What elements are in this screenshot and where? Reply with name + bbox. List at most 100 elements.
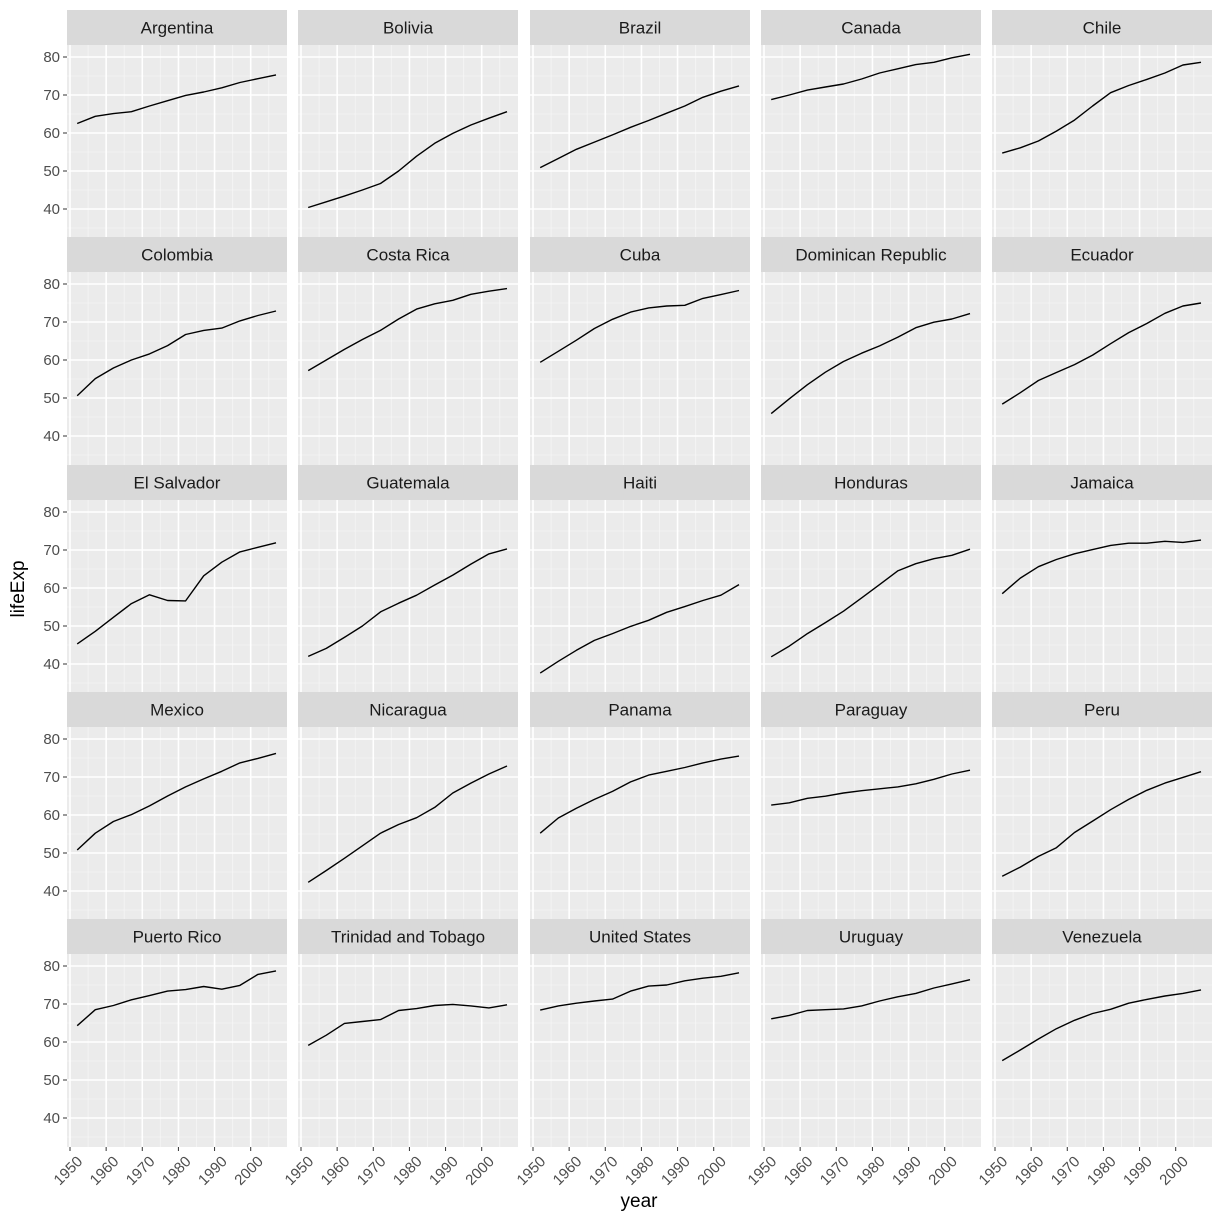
x-tick-label: 1960: [318, 1153, 354, 1189]
x-tick-label: 2000: [694, 1153, 730, 1189]
series-line: [76, 542, 277, 645]
facet-strip: [67, 919, 287, 954]
x-tick-label: 1950: [514, 1153, 550, 1189]
facet-strip: [298, 692, 518, 727]
y-tick-label: 40: [43, 428, 60, 445]
facet-panel: Peru: [992, 692, 1212, 920]
facet-strip-label: Venezuela: [1062, 928, 1142, 947]
series-line: [307, 111, 508, 209]
series-line: [771, 53, 971, 101]
y-tick-label: 60: [43, 807, 60, 824]
facet-strip-label: Nicaragua: [369, 701, 447, 720]
facet-strip: [992, 237, 1212, 272]
x-tick-label: 1990: [426, 1153, 462, 1189]
series-line: [1001, 989, 1202, 1062]
x-tick-label: 1990: [1120, 1153, 1156, 1189]
series-line: [307, 287, 508, 372]
x-tick-label: 1980: [622, 1153, 658, 1189]
facet-strip-label: Argentina: [141, 19, 214, 38]
facet-strip-label: Peru: [1084, 701, 1120, 720]
facet-strip: [761, 237, 981, 272]
x-tick-label: 1970: [817, 1153, 853, 1189]
x-axis-title: year: [621, 1191, 659, 1212]
y-tick-label: 80: [43, 958, 60, 975]
series-line: [307, 765, 508, 883]
facet-panel: Bolivia: [298, 10, 518, 238]
x-tick-label: 1970: [354, 1153, 390, 1189]
x-tick-label: 1950: [51, 1153, 87, 1189]
y-tick-label: 60: [43, 352, 60, 369]
facet-strip: [761, 10, 981, 45]
x-tick-label: 1960: [1012, 1153, 1048, 1189]
series-line: [771, 979, 971, 1020]
facet-strip-label: Uruguay: [839, 928, 904, 947]
x-tick-label: 1960: [781, 1153, 817, 1189]
y-tick-label: 50: [43, 390, 60, 407]
facet-strip: [761, 692, 981, 727]
y-tick-label: 60: [43, 125, 60, 142]
facet-panel: Nicaragua: [298, 692, 518, 920]
series-line: [539, 289, 740, 363]
y-tick-label: 80: [43, 276, 60, 293]
facet-panel: Dominican Republic: [761, 237, 981, 465]
facet-strip-label: Puerto Rico: [133, 928, 222, 947]
y-tick-label: 70: [43, 769, 60, 786]
x-tick-label: 1950: [976, 1153, 1012, 1189]
facet-strip: [992, 10, 1212, 45]
facet-strip: [67, 692, 287, 727]
x-tick-label: 1990: [195, 1153, 231, 1189]
series-line: [1002, 61, 1202, 154]
series-line: [539, 583, 740, 674]
facet-strip-label: Jamaica: [1070, 474, 1134, 493]
facet-panel: Argentina 40 50 60 70 80: [43, 10, 287, 238]
facet-panel: Canada: [761, 10, 981, 238]
x-tick-label: 1980: [390, 1153, 426, 1189]
facet-panel: El Salvador 40 50 60 70 80: [43, 465, 287, 693]
facet-panel: Brazil: [530, 10, 750, 238]
y-tick-label: 70: [43, 314, 60, 331]
facet-panel: Honduras: [761, 465, 981, 693]
y-tick-label: 50: [43, 845, 60, 862]
series-line: [76, 970, 277, 1027]
y-tick-label: 50: [43, 163, 60, 180]
y-axis-title: lifeExp: [8, 560, 29, 617]
x-tick-label: 1950: [745, 1153, 781, 1189]
x-tick-label: 1970: [1048, 1153, 1084, 1189]
facet-strip: [67, 237, 287, 272]
x-tick-label: 1970: [123, 1153, 159, 1189]
series-line: [771, 769, 971, 806]
y-tick-label: 40: [43, 1110, 60, 1127]
facet-panel: Colombia 40 50 60 70 80: [43, 237, 287, 465]
series-line: [76, 752, 277, 851]
facet-strip: [298, 10, 518, 45]
series-line: [1001, 771, 1202, 877]
x-tick-label: 1980: [1084, 1153, 1120, 1189]
y-tick-label: 60: [43, 1034, 60, 1051]
facet-strip-label: El Salvador: [134, 474, 221, 493]
x-tick-label: 1980: [159, 1153, 195, 1189]
facet-panel: Puerto Rico 40 50 60 70 80 1950 1960 1970 1980 199…: [43, 919, 287, 1189]
x-tick-label: 1990: [889, 1153, 925, 1189]
facet-strip-label: Bolivia: [383, 19, 434, 38]
facet-strip-label: Paraguay: [835, 701, 908, 720]
series-line: [307, 548, 508, 658]
y-tick-label: 70: [43, 996, 60, 1013]
x-tick-label: 2000: [925, 1153, 961, 1189]
facet-panel: Cuba: [530, 237, 750, 465]
series-line: [539, 85, 740, 169]
facet-strip-label: Costa Rica: [366, 246, 450, 265]
facet-strip: [992, 465, 1212, 500]
x-tick-label: 1960: [550, 1153, 586, 1189]
y-tick-label: 50: [43, 1072, 60, 1089]
facet-strip: [530, 465, 750, 500]
y-tick-label: 50: [43, 618, 60, 635]
x-tick-label: 2000: [231, 1153, 267, 1189]
facet-strip-label: Dominican Republic: [795, 246, 947, 265]
y-tick-label: 70: [43, 542, 60, 559]
facet-strip: [298, 465, 518, 500]
facet-panel: Venezuela 1950 1960 1970 1980 1990 2000: [976, 919, 1212, 1189]
facet-strip: [992, 692, 1212, 727]
facet-panel: Chile: [992, 10, 1212, 238]
facet-strip: [530, 919, 750, 954]
